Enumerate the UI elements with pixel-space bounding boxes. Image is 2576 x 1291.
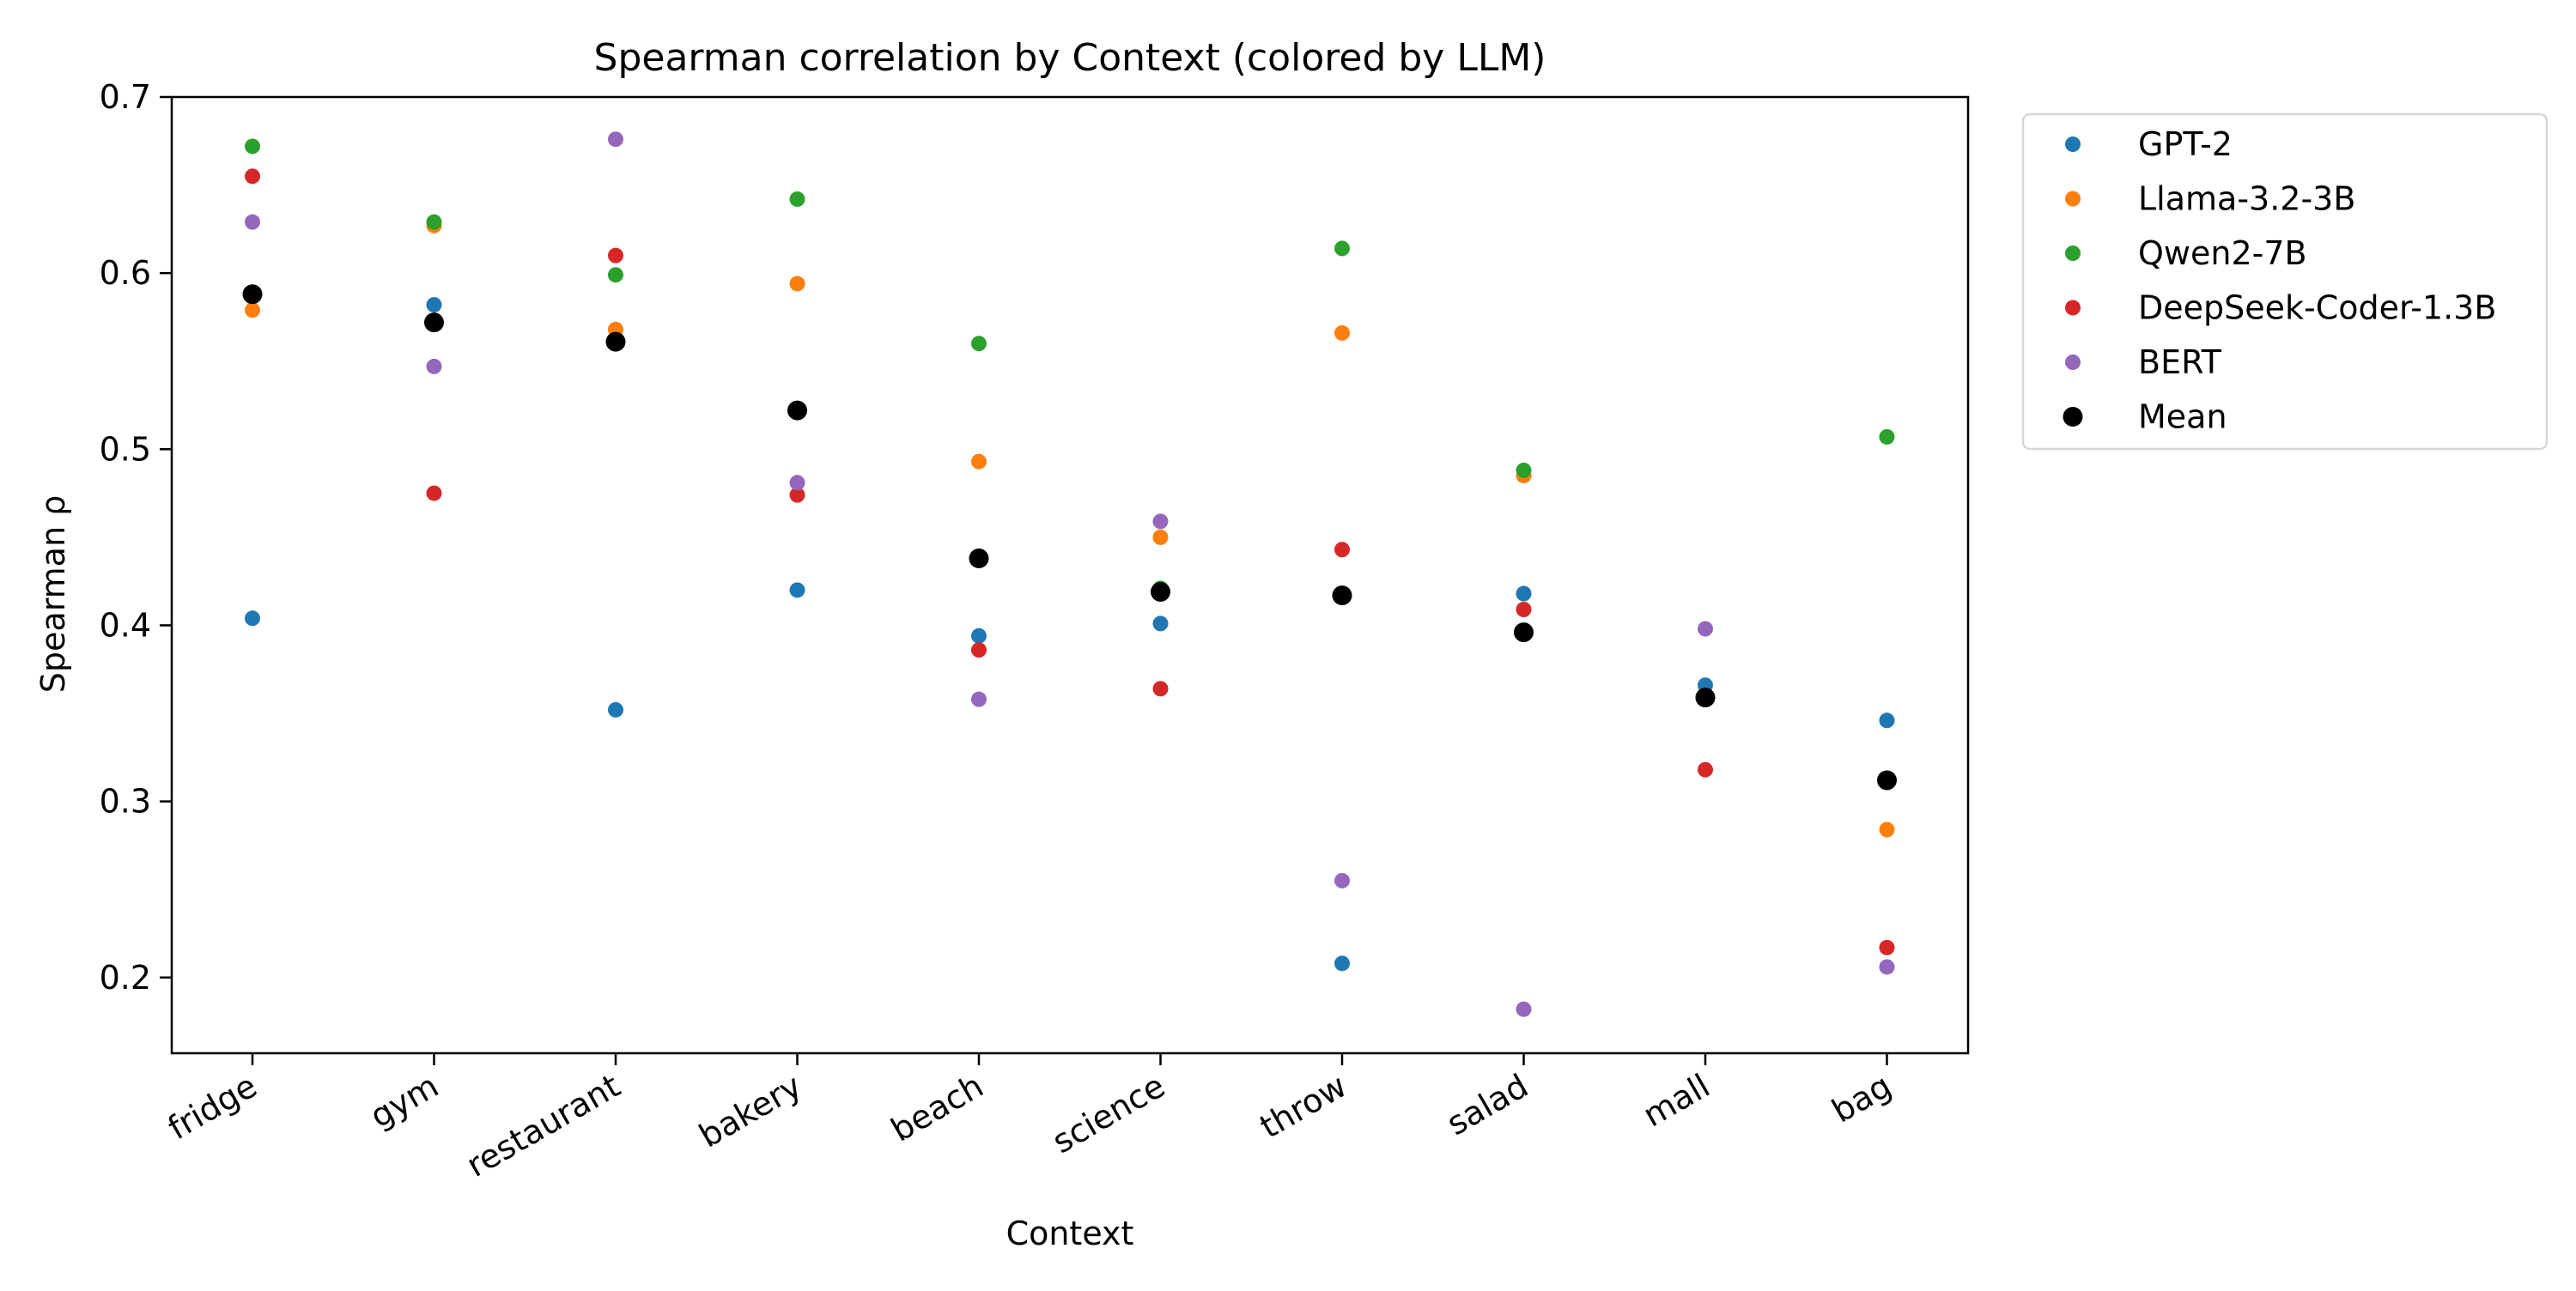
chart-title: Spearman correlation by Context (colored…: [594, 36, 1546, 80]
data-point-deepseek-coder-1-3b-mall: [1698, 761, 1713, 778]
data-point-llama-3-2-3b-bag: [1879, 821, 1895, 838]
data-point-llama-3-2-3b-science: [1152, 529, 1169, 545]
legend-label: DeepSeek-Coder-1.3B: [2138, 289, 2496, 327]
legend-box: [2021, 112, 2549, 451]
data-point-qwen2-7b-bag: [1879, 428, 1895, 445]
data-point-deepseek-coder-1-3b-salad: [1516, 602, 1532, 618]
data-point-bert-fridge: [245, 214, 260, 230]
data-point-gpt-2-science: [1152, 615, 1169, 632]
data-point-deepseek-coder-1-3b-gym: [426, 485, 442, 501]
legend-marker: [2065, 191, 2081, 207]
legend-label: Qwen2-7B: [2138, 234, 2307, 272]
legend-marker: [2065, 300, 2081, 316]
data-point-llama-3-2-3b-beach: [971, 453, 987, 470]
data-point-mean-throw: [1332, 585, 1352, 606]
legend-marker: [2065, 136, 2081, 152]
data-point-deepseek-coder-1-3b-restaurant: [608, 247, 623, 264]
data-point-gpt-2-salad: [1516, 585, 1532, 602]
data-point-qwen2-7b-bakery: [789, 191, 805, 207]
data-point-deepseek-coder-1-3b-beach: [971, 642, 987, 658]
y-axis-label: Spearman ρ: [34, 495, 72, 693]
data-point-llama-3-2-3b-bakery: [789, 276, 805, 292]
data-point-qwen2-7b-fridge: [245, 138, 260, 155]
legend-label: Mean: [2138, 398, 2227, 436]
data-point-deepseek-coder-1-3b-science: [1152, 681, 1169, 697]
y-axis-ticks: 0.2 0.3 0.4 0.5 0.6 0.7: [100, 78, 172, 997]
data-point-qwen2-7b-beach: [971, 336, 987, 352]
data-point-bert-mall: [1698, 621, 1713, 637]
data-point-bert-throw: [1334, 872, 1350, 888]
data-point-gpt-2-throw: [1334, 955, 1350, 972]
y-tick-label: 0.5: [100, 430, 151, 468]
data-points: [242, 131, 1897, 1017]
data-point-mean-beach: [969, 549, 989, 569]
data-point-bert-bag: [1879, 959, 1895, 975]
data-point-mean-fridge: [242, 284, 263, 305]
data-point-deepseek-coder-1-3b-fridge: [245, 168, 260, 185]
x-axis-label: Context: [1006, 1215, 1134, 1252]
data-point-qwen2-7b-throw: [1334, 240, 1350, 257]
data-point-qwen2-7b-gym: [426, 214, 442, 230]
data-point-mean-gym: [424, 312, 444, 333]
data-point-deepseek-coder-1-3b-bakery: [789, 487, 805, 503]
legend-marker: [2063, 407, 2083, 427]
legend-label: Llama-3.2-3B: [2138, 180, 2355, 218]
data-point-bert-salad: [1516, 1001, 1532, 1017]
data-point-deepseek-coder-1-3b-throw: [1334, 542, 1350, 558]
data-point-mean-science: [1151, 581, 1170, 602]
data-point-mean-salad: [1514, 622, 1534, 643]
data-point-gpt-2-bag: [1879, 712, 1895, 729]
data-point-bert-beach: [971, 691, 987, 707]
data-point-gpt-2-restaurant: [608, 701, 623, 718]
legend-label: GPT-2: [2138, 125, 2233, 163]
data-point-bert-science: [1152, 513, 1169, 530]
data-point-mean-restaurant: [605, 331, 626, 352]
y-tick-label: 0.4: [100, 606, 151, 644]
data-point-gpt-2-fridge: [245, 610, 260, 627]
data-point-mean-bakery: [787, 400, 807, 421]
data-point-bert-gym: [426, 358, 442, 374]
data-point-bert-bakery: [789, 475, 805, 491]
data-point-qwen2-7b-salad: [1516, 462, 1532, 478]
data-point-qwen2-7b-restaurant: [608, 267, 623, 283]
data-point-gpt-2-beach: [971, 627, 987, 644]
legend-marker: [2065, 355, 2081, 370]
data-point-gpt-2-gym: [426, 297, 442, 313]
y-tick-label: 0.7: [100, 78, 151, 116]
data-point-bert-restaurant: [608, 131, 623, 148]
y-tick-label: 0.6: [100, 254, 151, 292]
y-tick-label: 0.3: [100, 783, 151, 821]
data-point-deepseek-coder-1-3b-bag: [1879, 939, 1895, 955]
legend-marker: [2065, 245, 2081, 261]
y-tick-label: 0.2: [100, 959, 151, 997]
data-point-gpt-2-bakery: [789, 582, 805, 598]
data-point-llama-3-2-3b-throw: [1334, 324, 1350, 341]
data-point-mean-bag: [1877, 770, 1897, 791]
legend-label: BERT: [2138, 343, 2222, 381]
data-point-llama-3-2-3b-fridge: [245, 302, 260, 318]
legend: GPT-2 Llama-3.2-3B Qwen2-7B DeepSeek-Coder-…: [2021, 112, 2549, 451]
plot-frame: [170, 95, 1970, 1055]
data-point-mean-mall: [1695, 688, 1716, 708]
